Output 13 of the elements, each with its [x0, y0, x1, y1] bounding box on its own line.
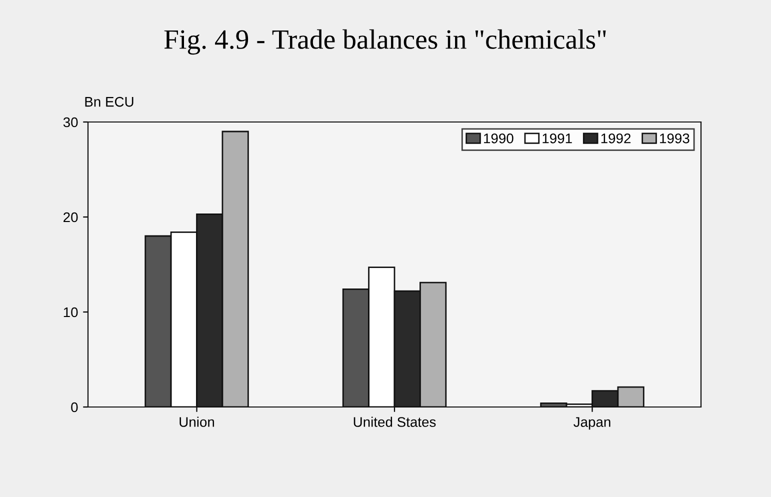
x-tick-label: Japan	[574, 417, 610, 430]
y-axis-title: Bn ECU	[85, 96, 134, 107]
legend-label: 1990	[484, 133, 514, 144]
legend-label: 1992	[601, 133, 631, 144]
x-tick-label: Union	[180, 416, 214, 427]
y-tick-label: 10	[64, 307, 78, 318]
y-tick-label: 20	[64, 212, 78, 222]
y-tick-label: 30	[63, 117, 78, 128]
legend-label: 1991	[542, 133, 572, 144]
x-tick-label: United States	[354, 416, 436, 427]
chart-title: Fig. 4.9 - Trade balances in "chemicals"	[164, 29, 606, 55]
legend-label: 1993	[660, 133, 690, 144]
y-tick-label: 0	[71, 402, 78, 412]
